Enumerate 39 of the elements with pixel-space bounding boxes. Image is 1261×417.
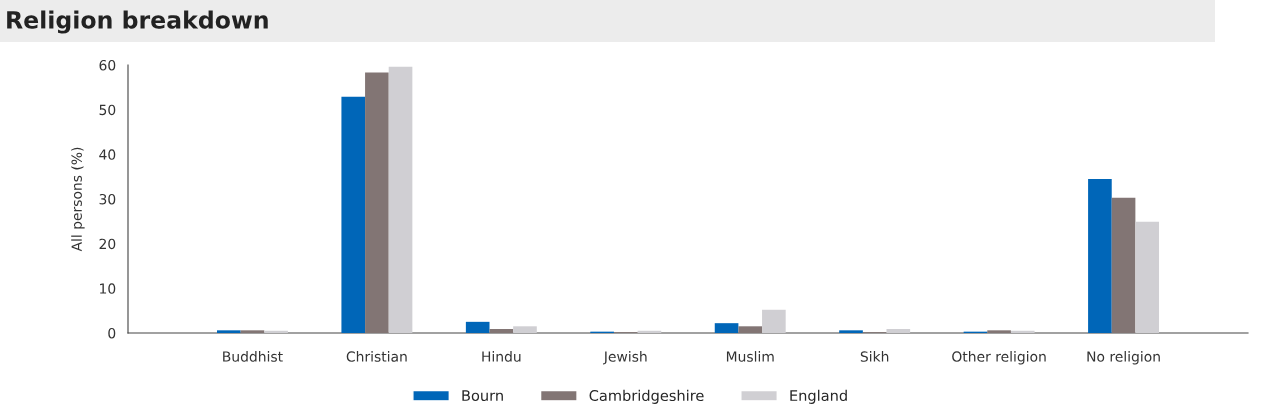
legend-label: Bourn bbox=[462, 390, 503, 402]
bar bbox=[264, 330, 288, 333]
bar bbox=[341, 96, 366, 333]
y-tick-label: 20 bbox=[99, 238, 116, 250]
x-tick-label: Buddhist bbox=[223, 351, 283, 362]
x-tick-label: No religion bbox=[1087, 351, 1160, 365]
y-tick-label: 60 bbox=[99, 59, 116, 71]
x-tick-label: Hindu bbox=[482, 351, 521, 362]
chart-title: Religion breakdown bbox=[7, 10, 268, 34]
bar bbox=[240, 330, 265, 333]
x-tick-label: Sikh bbox=[860, 351, 889, 362]
y-tick-label: 30 bbox=[99, 193, 116, 205]
y-tick-label: 0 bbox=[108, 327, 116, 339]
y-tick-label: 50 bbox=[99, 104, 116, 116]
bar bbox=[1135, 221, 1160, 333]
x-tick-label: Muslim bbox=[726, 351, 774, 362]
bar bbox=[1111, 197, 1136, 333]
bar bbox=[886, 328, 911, 333]
legend-label: Cambridgeshire bbox=[589, 389, 704, 404]
bar bbox=[388, 66, 413, 333]
x-tick-label: Jewish bbox=[603, 351, 647, 365]
bar bbox=[987, 330, 1011, 333]
bar bbox=[839, 330, 863, 333]
bar bbox=[762, 309, 786, 333]
bar bbox=[1010, 330, 1035, 333]
bar bbox=[489, 328, 514, 333]
x-tick-label: Other religion bbox=[952, 351, 1046, 365]
y-tick-label: 40 bbox=[99, 149, 116, 160]
y-axis-title: All persons (%) bbox=[71, 147, 85, 252]
bar bbox=[513, 326, 537, 333]
legend-label: England bbox=[790, 389, 847, 404]
y-tick-label: 10 bbox=[100, 283, 116, 294]
bar bbox=[365, 72, 389, 333]
bar bbox=[216, 330, 241, 333]
bar bbox=[465, 321, 490, 333]
bar bbox=[714, 323, 739, 333]
bar bbox=[738, 326, 763, 333]
bar bbox=[1088, 178, 1112, 333]
x-tick-label: Christian bbox=[346, 351, 407, 362]
